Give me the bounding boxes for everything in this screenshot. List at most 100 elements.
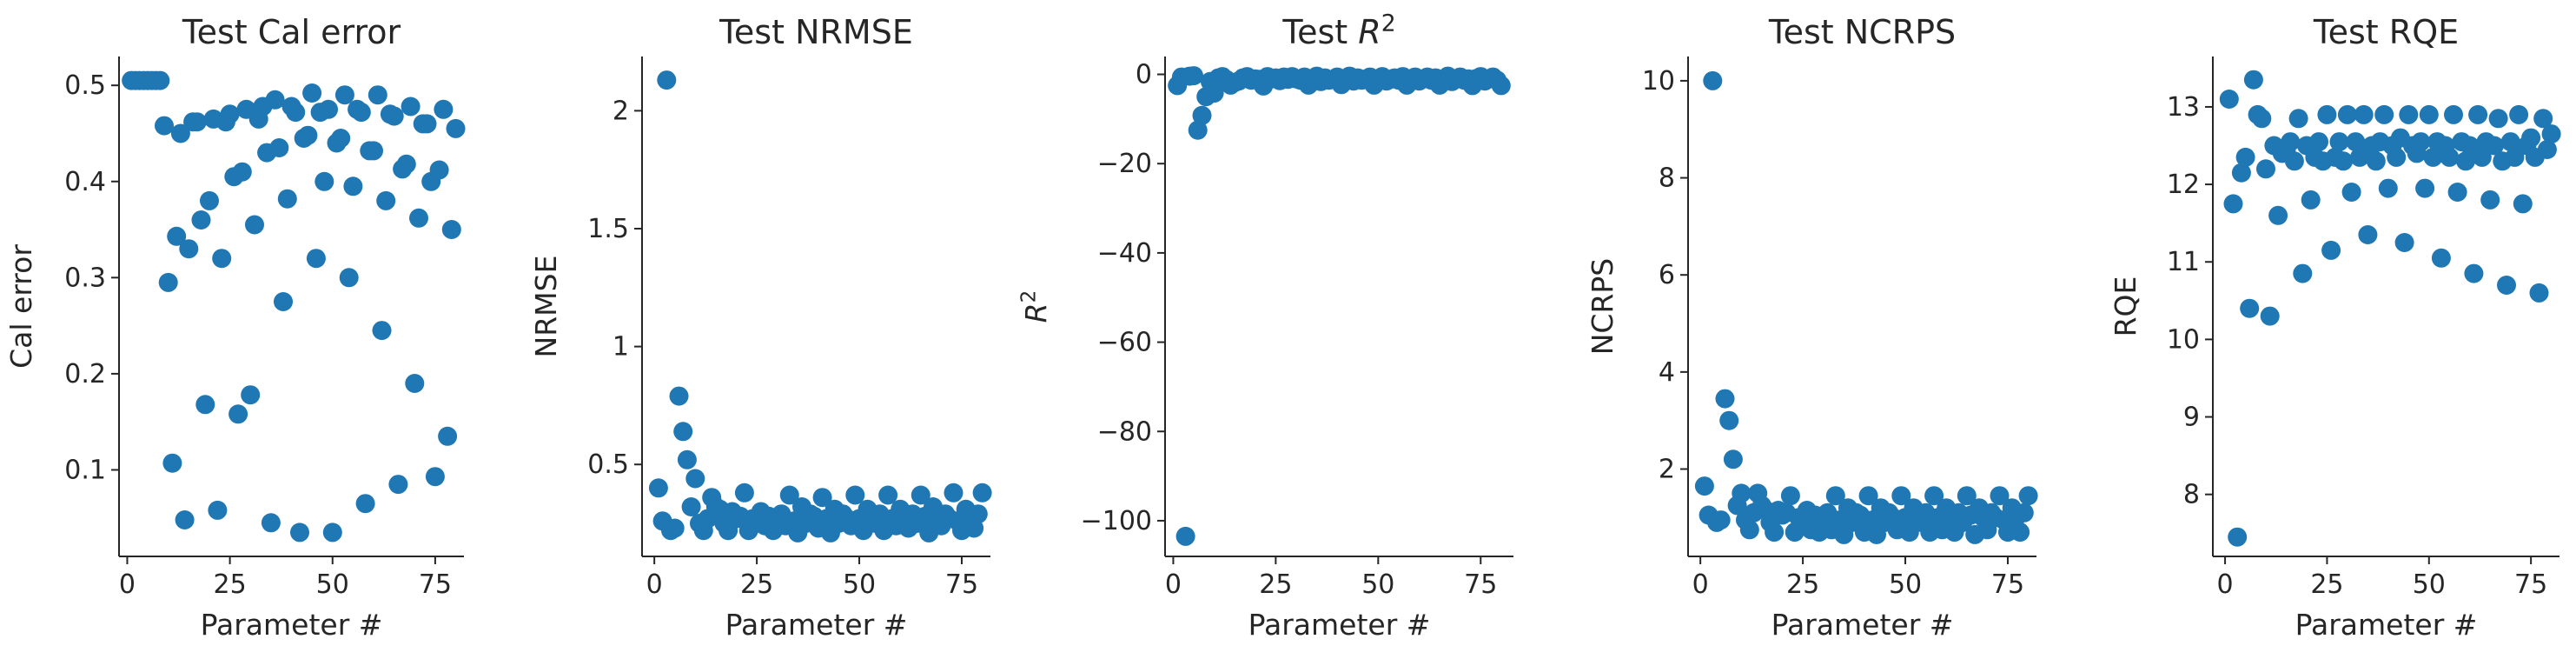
data-point [2480,190,2500,210]
data-point [2010,523,2030,543]
data-point [269,138,289,157]
panel-4: Test NCRPS 0 25 50 75 2 4 6 8 10 Parameter # NCRPS [1586,13,2038,642]
data-point [972,483,992,503]
y-tick-label: 11 [2167,247,2200,277]
data-point [968,504,988,524]
data-point [2488,109,2508,129]
x-tick-label: 50 [843,569,876,600]
data-point [685,469,705,489]
data-point [1175,526,1195,546]
panel-5: Test RQE 0 25 50 75 8 9 10 11 12 13 Parameter # RQE [2109,13,2561,642]
y-tick-label: 10 [1642,66,1675,97]
data-point [322,523,342,543]
data-point [2374,104,2394,124]
data-point [302,83,322,103]
y-tick-label: −80 [1097,416,1152,447]
data-point [2223,194,2243,214]
y-tick-label: 1.5 [587,214,629,244]
data-point [241,385,261,405]
y-tick-label: 9 [2183,403,2200,433]
x-axis-label: Parameter # [2295,608,2478,642]
x-tick-label: 0 [2217,569,2234,600]
y-tick-label: −20 [1097,149,1152,179]
data-point [2337,104,2357,124]
x-tick-label: 75 [2514,569,2547,600]
y-tick-label: −60 [1097,328,1152,358]
data-point [1491,76,1511,96]
data-point [434,99,454,119]
data-point [2358,225,2378,244]
data-point [319,99,338,119]
x-tick-label: 0 [119,569,136,600]
data-point [2317,104,2337,124]
data-point [261,513,281,533]
data-point [179,239,199,259]
x-tick-label: 25 [2310,569,2343,600]
data-point [200,190,219,210]
data-point [1765,523,1785,543]
data-point [1204,83,1224,103]
y-axis-label: NRMSE [529,256,563,358]
data-point [1703,70,1723,90]
data-point [195,395,215,415]
x-tick-label: 25 [1786,569,1819,600]
data-point [228,404,248,424]
data-point [1957,486,1977,506]
data-point [220,104,240,124]
x-axis-label: Parameter # [725,608,908,642]
data-point [677,449,697,469]
data-point [2329,132,2349,152]
y-tick-label: 2 [613,96,629,126]
data-point [290,523,309,543]
chart-title: Test RQE [2313,13,2459,51]
data-point [2284,151,2304,171]
data-point [2541,124,2561,144]
data-point [2460,136,2480,156]
data-point [657,70,677,90]
data-point [2431,248,2451,268]
data-point [364,141,383,161]
data-point [2268,205,2288,225]
y-tick-label: 8 [1659,163,1675,194]
data-point [315,171,334,191]
data-point [2219,90,2239,109]
x-tick-label: 25 [214,569,247,600]
data-point [396,154,416,174]
x-tick-label: 75 [419,569,452,600]
panel-3: Test R2 0 25 50 75 −100 −80 −60 −40 −20 0 Parameter… [1017,10,1513,642]
data-point [1719,410,1739,430]
data-point [158,272,178,292]
data-point [441,220,461,239]
y-tick-label: 12 [2167,170,2200,200]
data-point [2354,104,2374,124]
data-point [1694,476,1714,496]
y-axis-label: NCRPS [1586,258,1619,356]
data-point [425,467,445,487]
data-point [1990,486,2010,506]
data-point [2240,298,2260,318]
data-point [187,112,207,132]
data-point [2256,159,2275,179]
data-point [150,70,170,90]
chart-title: Test NRMSE [718,13,913,51]
data-point [2456,151,2475,171]
data-point [2509,104,2529,124]
panel-1: Test Cal error 0 25 50 75 0.1 0.2 0.3 0.4 0.5 Para… [4,13,466,642]
data-point [417,114,437,134]
data-point [2387,147,2407,167]
data-point [1732,483,1752,503]
chart-title: Test R2 [1281,10,1395,51]
data-point [2334,151,2354,171]
data-point [286,103,306,123]
x-axis-label: Parameter # [1248,608,1431,642]
x-tick-label: 0 [646,569,663,600]
data-point [368,85,387,105]
x-tick-label: 0 [1692,569,1709,600]
data-point [208,500,228,520]
y-tick-label: 0.5 [64,70,106,101]
panel-2: Test NRMSE 0 25 50 75 0.5 1 1.5 2 Parameter # NRMS… [529,13,992,642]
data-point [429,160,449,180]
data-point [2468,104,2488,124]
data-point [2394,233,2414,252]
